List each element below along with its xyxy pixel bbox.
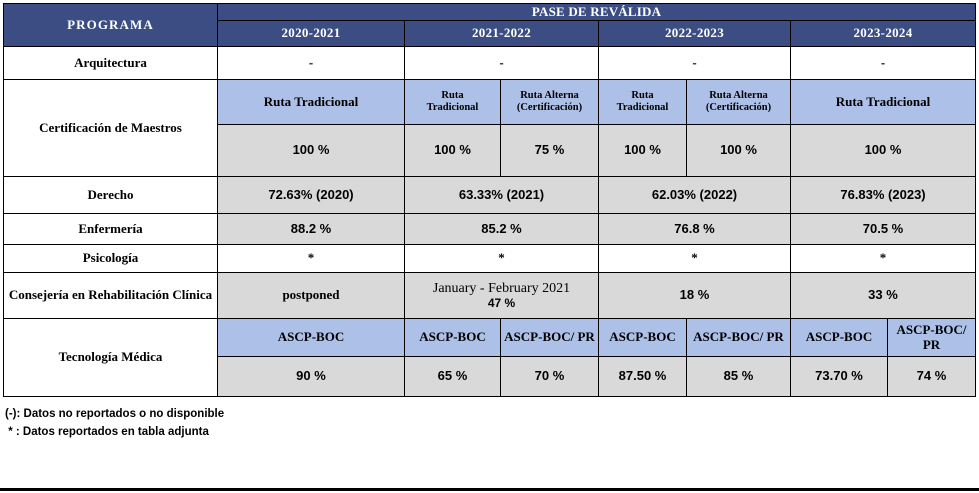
header-year-2021-2022: 2021-2022: [404, 20, 599, 47]
cell-cert-2022-tradicional: 100 %: [598, 124, 687, 177]
sublabel-cert-2022-ruta-alterna: Ruta Alterna (Certificación): [686, 79, 791, 125]
cell-arquitectura-2023-2024: -: [790, 46, 976, 80]
table-row: Derecho 72.63% (2020) 63.33% (2021) 62.0…: [3, 176, 976, 214]
table-row: Certificación de Maestros Ruta Tradicion…: [3, 79, 976, 177]
revalida-table: PROGRAMA PASE DE REVÁLIDA 2020-2021 2021…: [3, 3, 976, 397]
sublabel-tecmed-2021-ascp-boc-pr: ASCP-BOC/ PR: [500, 318, 599, 357]
cell-tecmed-2022-ascp-boc-pr: 85 %: [686, 356, 791, 397]
cell-cert-2021-alterna: 75 %: [500, 124, 599, 177]
row-label-arquitectura: Arquitectura: [3, 46, 218, 80]
table-row: 90 % 65 % 70 % 87.50 % 85 % 73.70 % 74 %: [4, 356, 976, 397]
sublabel-tecmed-2023-ascp-boc: ASCP-BOC: [790, 318, 888, 357]
sublabel-cert-2022-ruta-tradicional: Ruta Tradicional: [598, 79, 687, 125]
sublabel-tecmed-2022-ascp-boc: ASCP-BOC: [598, 318, 687, 357]
cell-tecmed-2022-ascp-boc: 87.50 %: [598, 356, 687, 397]
sublabel-cert-2020-ruta-tradicional: Ruta Tradicional: [217, 79, 405, 125]
cell-psicologia-2020-2021: *: [217, 244, 405, 273]
cell-arquitectura-2021-2022: -: [404, 46, 599, 80]
table-row: Arquitectura - - - -: [3, 46, 976, 80]
cell-enfermeria-2022-2023: 76.8 %: [598, 213, 791, 245]
cell-tecmed-2023-ascp-boc-pr: 74 %: [887, 356, 976, 397]
footnote-asterisk: * : Datos reportados en tabla adjunta: [5, 425, 209, 438]
cell-derecho-2023-2024: 76.83% (2023): [790, 176, 976, 214]
header-programa: PROGRAMA: [3, 3, 218, 47]
row-label-tecnologia-medica: Tecnología Médica: [3, 318, 218, 397]
cell-consejeria-2020-2021: postponed: [217, 272, 405, 319]
table-row: Psicología * * * *: [3, 244, 976, 273]
header-row-years: 2020-2021 2021-2022 2022-2023 2023-2024: [4, 20, 976, 47]
cell-tecmed-2021-ascp-boc-pr: 70 %: [500, 356, 599, 397]
cell-enfermeria-2021-2022: 85.2 %: [404, 213, 599, 245]
header-year-2023-2024: 2023-2024: [790, 20, 976, 47]
header-pase-de-revalida: PASE DE REVÁLIDA: [217, 3, 976, 21]
cell-psicologia-2021-2022: *: [404, 244, 599, 273]
table-row: Tecnología Médica ASCP-BOC ASCP-BOC ASCP…: [3, 318, 976, 397]
row-label-derecho: Derecho: [3, 176, 218, 214]
cell-tecmed-2023-ascp-boc: 73.70 %: [790, 356, 888, 397]
header-row-band: PROGRAMA PASE DE REVÁLIDA: [3, 3, 976, 47]
table-page: PROGRAMA PASE DE REVÁLIDA 2020-2021 2021…: [0, 3, 979, 493]
cell-consejeria-2021-2022: January - February 2021 47 %: [404, 272, 599, 319]
cell-psicologia-2023-2024: *: [790, 244, 976, 273]
sublabel-cert-2023-ruta-tradicional: Ruta Tradicional: [790, 79, 976, 125]
cell-cert-2022-alterna: 100 %: [686, 124, 791, 177]
cell-tecmed-2020-ascp-boc: 90 %: [217, 356, 405, 397]
row-label-psicologia: Psicología: [3, 244, 218, 273]
cell-derecho-2021-2022: 63.33% (2021): [404, 176, 599, 214]
table-row: Consejería en Rehabilitación Clínica pos…: [3, 272, 976, 319]
cell-enfermeria-2023-2024: 70.5 %: [790, 213, 976, 245]
footnotes: (-): Datos no reportados o no disponible…: [5, 406, 979, 442]
cell-consejeria-2022-2023: 18 %: [598, 272, 791, 319]
cell-consejeria-2023-2024: 33 %: [790, 272, 976, 319]
sublabel-cert-2021-ruta-tradicional: Ruta Tradicional: [404, 79, 501, 125]
cell-cert-2021-tradicional: 100 %: [404, 124, 501, 177]
cell-tecmed-2021-ascp-boc: 65 %: [404, 356, 501, 397]
cell-consejeria-2021-2022-value: 47 %: [487, 295, 516, 310]
cell-consejeria-2021-2022-period: January - February 2021: [432, 280, 571, 296]
sublabel-cert-2021-ruta-alterna: Ruta Alterna (Certificación): [500, 79, 599, 125]
table-row: 100 % 100 % 75 % 100 % 100 % 100 %: [4, 124, 976, 177]
table-row: Enfermería 88.2 % 85.2 % 76.8 % 70.5 %: [3, 213, 976, 245]
header-year-2022-2023: 2022-2023: [598, 20, 791, 47]
row-label-certificacion-de-maestros: Certificación de Maestros: [3, 79, 218, 177]
cell-enfermeria-2020-2021: 88.2 %: [217, 213, 405, 245]
header-year-2020-2021: 2020-2021: [217, 20, 405, 47]
sublabel-tecmed-2023-ascp-boc-pr: ASCP-BOC/ PR: [887, 318, 976, 357]
sublabel-tecmed-2021-ascp-boc: ASCP-BOC: [404, 318, 501, 357]
cell-arquitectura-2020-2021: -: [217, 46, 405, 80]
row-label-consejeria-en-rehabilitacion-clinica: Consejería en Rehabilitación Clínica: [3, 272, 218, 319]
row-label-enfermeria: Enfermería: [3, 213, 218, 245]
cell-derecho-2020-2021: 72.63% (2020): [217, 176, 405, 214]
table-body: Arquitectura - - - - Certificación de Ma…: [3, 46, 976, 397]
sublabel-tecmed-2020-ascp-boc: ASCP-BOC: [217, 318, 405, 357]
cell-arquitectura-2022-2023: -: [598, 46, 791, 80]
cell-cert-2023-tradicional: 100 %: [790, 124, 976, 177]
footnote-dash: (-): Datos no reportados o no disponible: [5, 408, 225, 420]
table-head: PROGRAMA PASE DE REVÁLIDA 2020-2021 2021…: [3, 3, 976, 47]
sublabel-tecmed-2022-ascp-boc-pr: ASCP-BOC/ PR: [686, 318, 791, 357]
cell-cert-2020-tradicional: 100 %: [217, 124, 405, 177]
cell-psicologia-2022-2023: *: [598, 244, 791, 273]
cell-derecho-2022-2023: 62.03% (2022): [598, 176, 791, 214]
